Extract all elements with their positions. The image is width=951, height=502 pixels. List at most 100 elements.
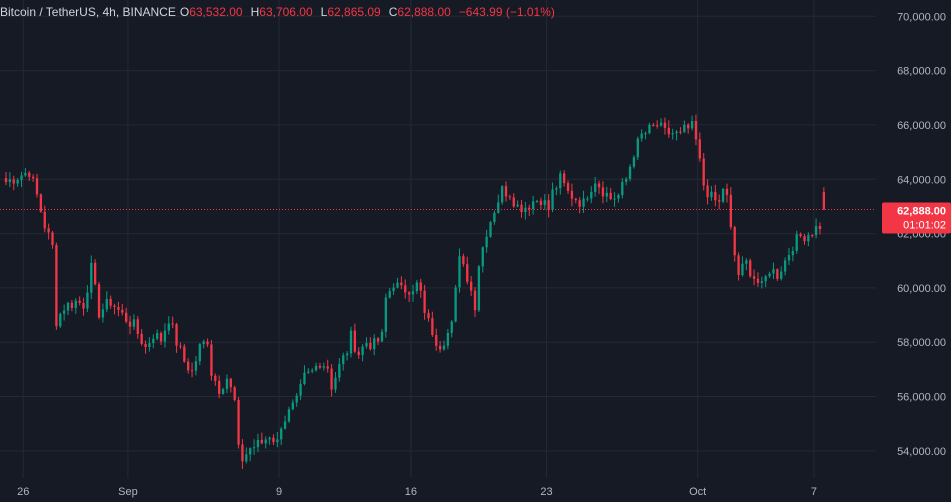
candle bbox=[485, 229, 488, 253]
candle bbox=[636, 136, 639, 161]
y-tick-label: 64,000.00 bbox=[897, 174, 946, 186]
candle bbox=[559, 170, 562, 195]
candle bbox=[582, 190, 585, 213]
candle bbox=[47, 223, 50, 240]
candle bbox=[101, 303, 105, 323]
candle bbox=[625, 177, 628, 186]
candle bbox=[814, 218, 818, 239]
candle bbox=[764, 274, 767, 288]
candle bbox=[656, 120, 659, 129]
candle bbox=[318, 362, 322, 370]
candle bbox=[124, 307, 128, 324]
candle bbox=[252, 439, 256, 455]
candle bbox=[338, 358, 341, 382]
candle bbox=[345, 350, 349, 361]
candle bbox=[311, 368, 314, 374]
close-label: C bbox=[388, 5, 398, 19]
x-axis[interactable]: 26 Sep 9 16 23 Oct 7 bbox=[17, 486, 817, 498]
candle bbox=[435, 328, 438, 351]
candle bbox=[225, 374, 229, 394]
candle bbox=[795, 230, 798, 254]
x-tick-label: 7 bbox=[811, 486, 817, 498]
candle bbox=[535, 199, 539, 204]
candle bbox=[156, 329, 159, 341]
candle bbox=[683, 120, 686, 134]
candle bbox=[752, 269, 756, 286]
candle bbox=[202, 339, 205, 349]
x-tick-label: 9 bbox=[276, 486, 282, 498]
candle bbox=[431, 311, 434, 338]
candle bbox=[97, 281, 101, 320]
candle bbox=[811, 234, 814, 238]
candle bbox=[524, 202, 527, 220]
candle bbox=[35, 173, 39, 198]
candle bbox=[760, 276, 764, 289]
candle bbox=[357, 347, 360, 359]
candle bbox=[117, 301, 120, 317]
candle bbox=[675, 129, 678, 141]
candle bbox=[659, 118, 663, 127]
candle bbox=[551, 182, 554, 213]
candle bbox=[121, 304, 124, 316]
candle bbox=[427, 309, 430, 322]
candle bbox=[353, 323, 357, 354]
candle bbox=[574, 197, 577, 204]
candle bbox=[43, 205, 46, 233]
candle bbox=[256, 433, 260, 452]
candle bbox=[818, 222, 822, 235]
candle bbox=[90, 255, 93, 300]
candle bbox=[272, 434, 275, 446]
candle bbox=[159, 331, 163, 345]
candle bbox=[249, 447, 252, 462]
candle bbox=[729, 187, 732, 230]
candle bbox=[454, 284, 457, 323]
candle bbox=[171, 316, 174, 329]
candle bbox=[179, 342, 182, 350]
candle bbox=[221, 387, 225, 395]
y-tick-label: 54,000.00 bbox=[897, 446, 946, 458]
candle bbox=[741, 256, 744, 277]
candle bbox=[543, 194, 546, 210]
y-tick-label: 66,000.00 bbox=[897, 120, 946, 132]
candle bbox=[229, 377, 232, 393]
candle bbox=[167, 316, 170, 335]
candle bbox=[39, 193, 43, 213]
symbol-title: Bitcoin / TetherUS, 4h, BINANCE bbox=[0, 5, 176, 19]
candle bbox=[442, 340, 446, 351]
candle bbox=[807, 232, 810, 247]
candle bbox=[109, 295, 112, 309]
change-value: −643.99 (−1.01%) bbox=[458, 5, 555, 19]
candle bbox=[516, 200, 519, 208]
candle bbox=[349, 326, 353, 358]
candle bbox=[644, 131, 647, 140]
y-axis[interactable]: 70,000.0068,000.0066,000.0064,000.0062,0… bbox=[897, 11, 946, 458]
candle bbox=[469, 275, 473, 296]
low-label: L bbox=[320, 5, 328, 19]
candle bbox=[648, 122, 651, 135]
candle bbox=[562, 170, 566, 187]
candle bbox=[652, 122, 655, 127]
candle bbox=[144, 340, 147, 354]
y-tick-label: 70,000.00 bbox=[897, 11, 946, 23]
candle bbox=[66, 301, 70, 316]
candle bbox=[334, 372, 337, 393]
candle bbox=[609, 187, 612, 201]
candle bbox=[613, 192, 616, 207]
candle bbox=[55, 242, 58, 330]
last-price-value: 62,888.00 bbox=[897, 205, 946, 217]
candle bbox=[82, 297, 85, 316]
candle bbox=[690, 115, 694, 131]
candle bbox=[667, 120, 670, 138]
y-tick-label: 60,000.00 bbox=[897, 283, 946, 295]
x-tick-label: Sep bbox=[118, 486, 138, 498]
candle bbox=[62, 304, 66, 321]
candle bbox=[799, 232, 802, 238]
candle bbox=[307, 368, 310, 375]
candle bbox=[772, 262, 775, 280]
candle bbox=[183, 343, 186, 363]
candle bbox=[388, 287, 391, 299]
candle bbox=[721, 188, 725, 204]
candle bbox=[51, 230, 54, 249]
